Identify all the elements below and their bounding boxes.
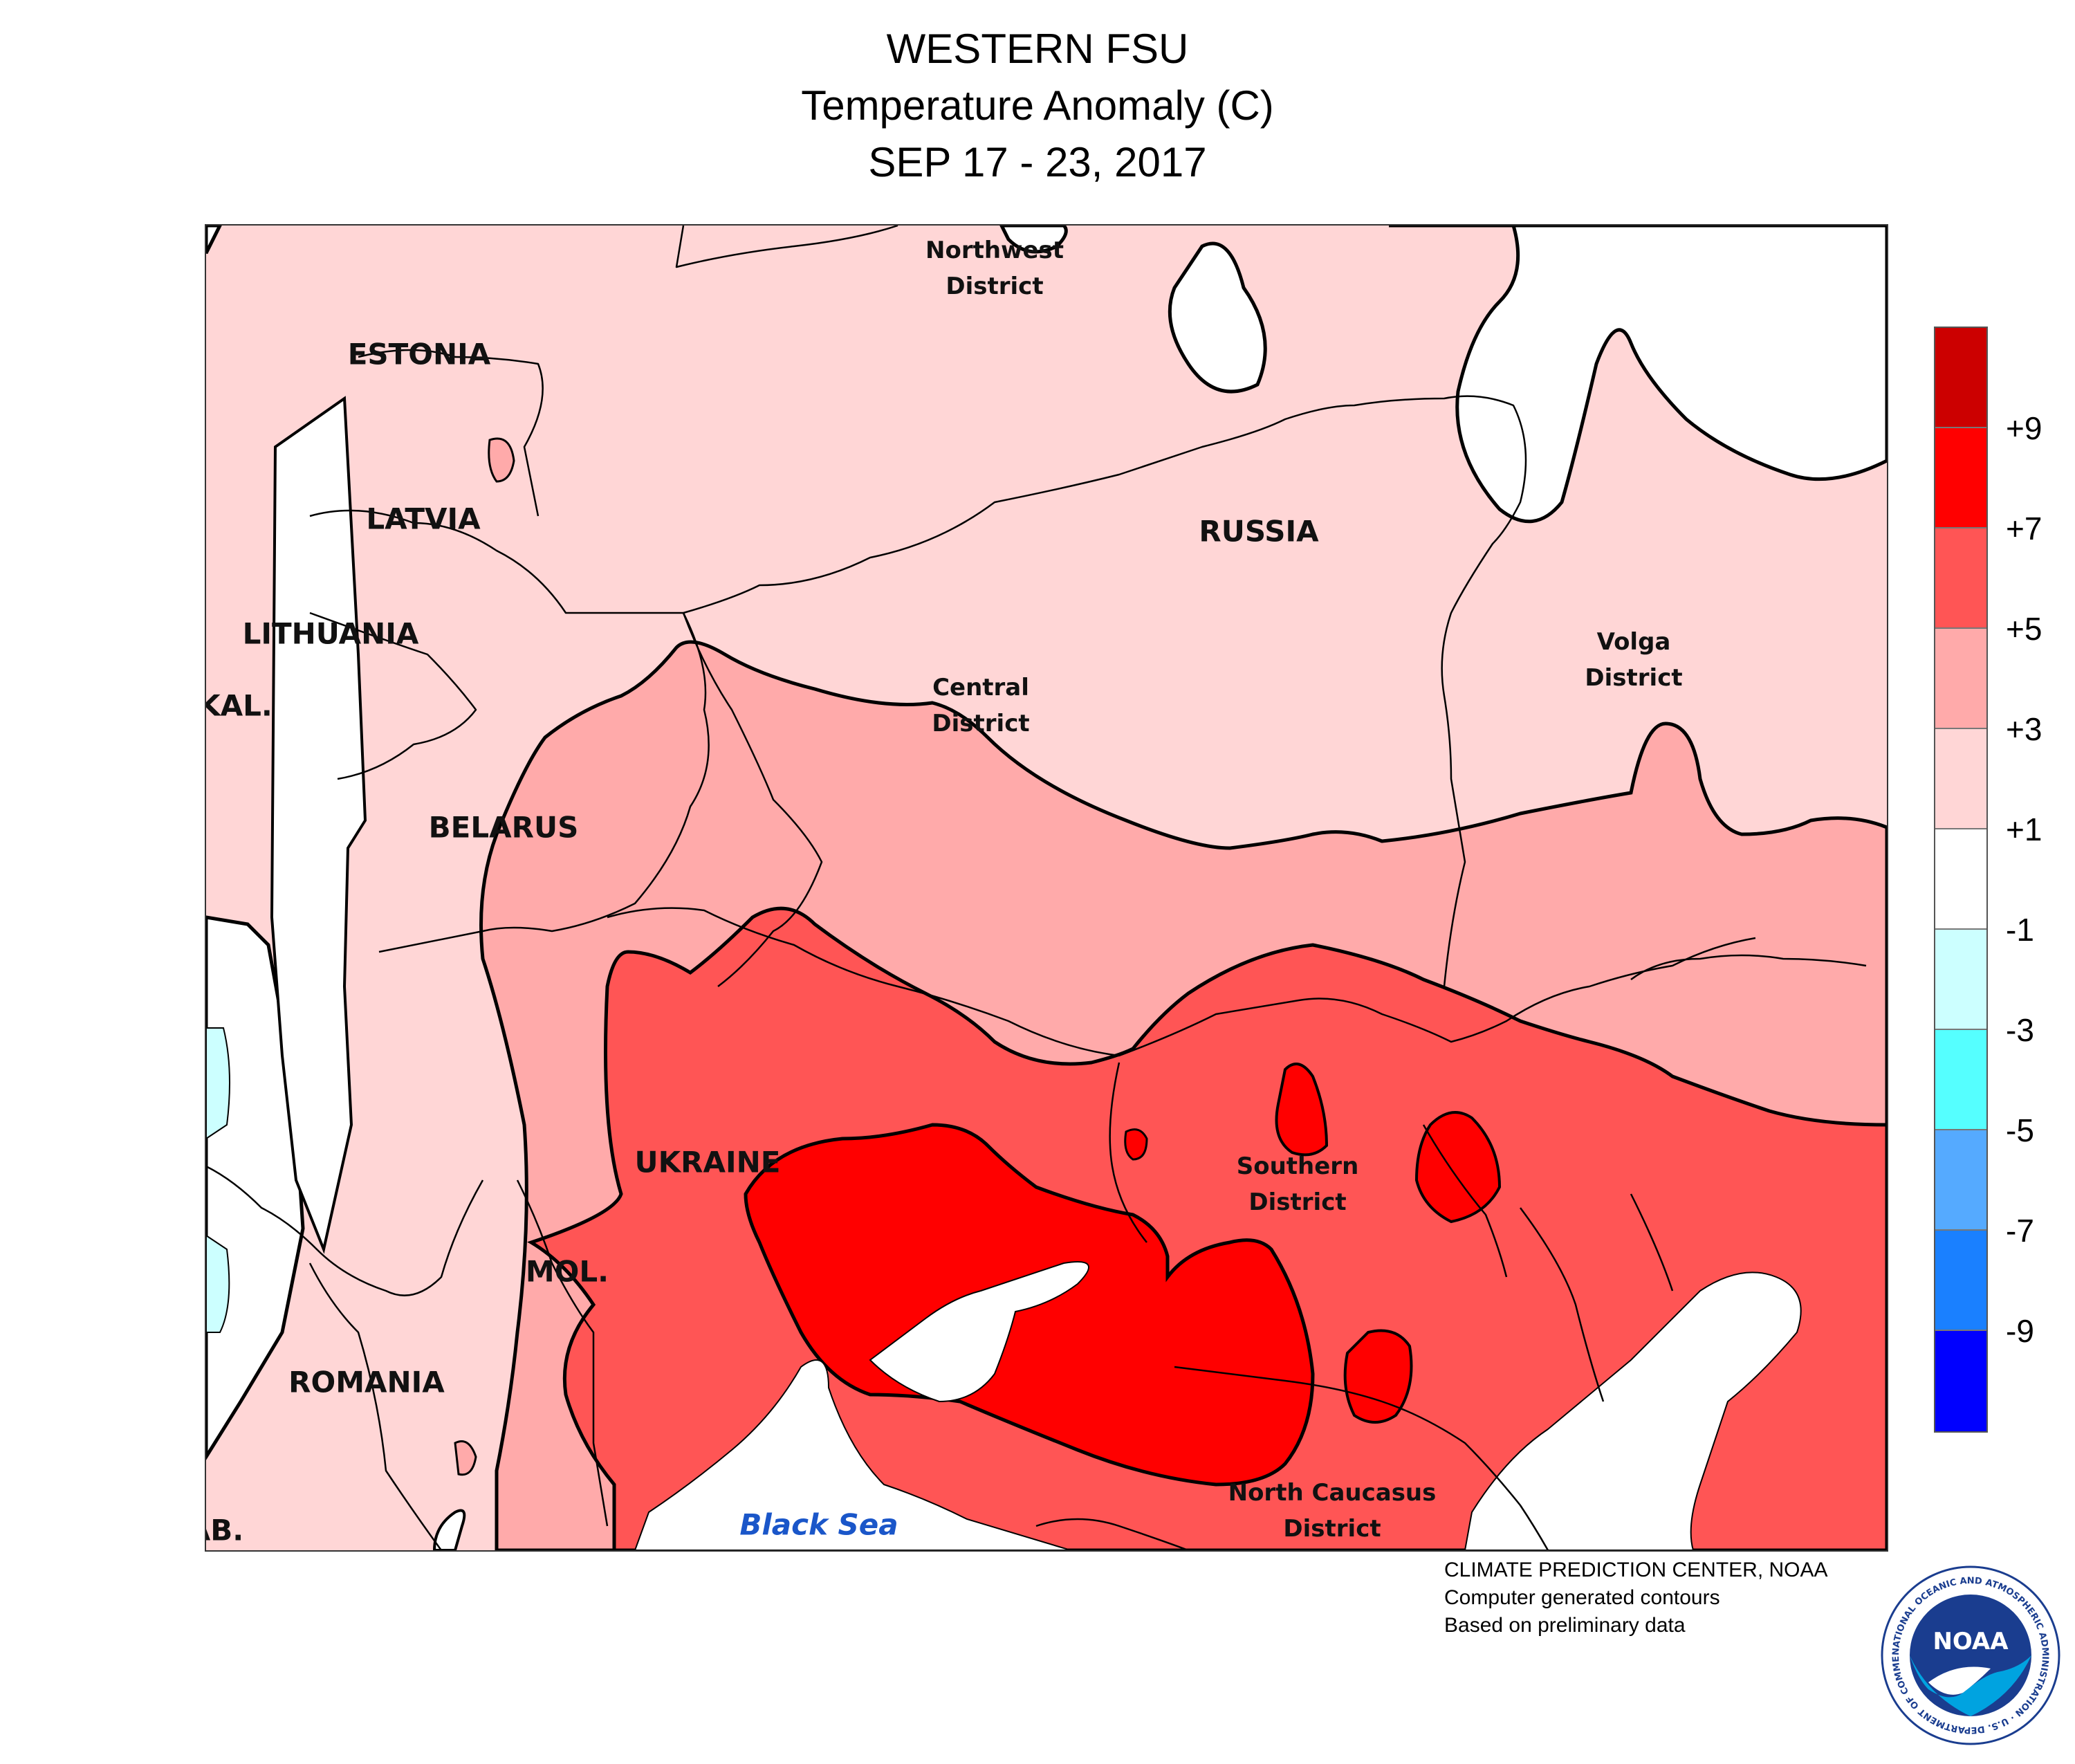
legend-tick-label: +5 — [2006, 611, 2042, 647]
legend-tick-label: -3 — [2006, 1012, 2034, 1048]
credit-contours: Computer generated contours — [1444, 1586, 1720, 1609]
legend-tick-label: -1 — [2006, 912, 2034, 948]
title-variable: Temperature Anomaly (C) — [801, 82, 1274, 129]
color-legend — [1934, 327, 1988, 1433]
label-russia: RUSSIA — [1199, 514, 1319, 549]
title-date-range: SEP 17 - 23, 2017 — [868, 139, 1207, 185]
label-abkhazia: AB. — [206, 1513, 244, 1547]
contour-fill-neutral-baltic — [270, 396, 367, 1254]
label-moldova: MOL. — [525, 1254, 609, 1289]
contour-fill-3-5-latvia — [488, 437, 515, 483]
contour-fill-neutral-north-2 — [1168, 241, 1267, 394]
legend-swatch — [1935, 328, 1986, 428]
label-estonia: ESTONIA — [347, 337, 491, 371]
legend-swatch — [1935, 1231, 1986, 1331]
legend-tick-label: +9 — [2006, 410, 2042, 446]
legend-swatch — [1935, 829, 1986, 930]
credits: CLIMATE PREDICTION CENTER, NOAA Computer… — [1444, 1556, 1828, 1639]
legend-swatch — [1935, 729, 1986, 829]
anomaly-map-svg — [206, 226, 1887, 1550]
label-kaliningrad: KAL. — [205, 688, 273, 723]
contour-fill-neutral-north-1 — [999, 226, 1068, 254]
legend-tick-label: -5 — [2006, 1112, 2034, 1148]
legend-swatch — [1935, 930, 1986, 1030]
legend-tick-label: +7 — [2006, 511, 2042, 546]
label-belarus: BELARUS — [428, 810, 579, 845]
noaa-logo-text: NOAA — [1933, 1628, 2009, 1655]
legend-swatch — [1935, 1030, 1986, 1130]
label-northwest-district: Northwest District — [925, 237, 1064, 300]
legend-tick-label: +1 — [2006, 811, 2042, 847]
legend-swatch — [1935, 629, 1986, 729]
label-volga-district: Volga District — [1585, 628, 1683, 692]
label-black-sea: Black Sea — [739, 1507, 898, 1542]
contour-fill-cool-1 — [206, 1027, 230, 1140]
label-romania: ROMANIA — [288, 1365, 445, 1399]
label-lithuania: LITHUANIA — [242, 616, 419, 651]
credit-source: CLIMATE PREDICTION CENTER, NOAA — [1444, 1559, 1828, 1581]
label-north-caucasus-district: North Caucasus District — [1228, 1479, 1437, 1543]
noaa-logo: NATIONAL OCEANIC AND ATMOSPHERIC ADMINIS… — [1880, 1565, 2060, 1745]
legend-swatch — [1935, 529, 1986, 629]
title-region: WESTERN FSU — [886, 26, 1189, 72]
label-central-district: Central District — [932, 674, 1030, 737]
label-latvia: LATVIA — [366, 502, 481, 536]
legend-swatch — [1935, 1331, 1986, 1431]
legend-swatch — [1935, 1130, 1986, 1231]
label-southern-district: Southern District — [1236, 1152, 1359, 1216]
anomaly-map: ESTONIA LATVIA LITHUANIA KAL. BELARUS UK… — [205, 224, 1888, 1552]
legend-tick-label: +3 — [2006, 711, 2042, 747]
contour-fill-7-9-spot-1 — [1275, 1063, 1329, 1157]
contour-fill-7-9-spot-4 — [1124, 1128, 1148, 1161]
label-ukraine: UKRAINE — [634, 1145, 781, 1179]
country-borders — [206, 226, 1867, 1550]
legend-tick-label: -7 — [2006, 1213, 2034, 1249]
legend-swatch — [1935, 428, 1986, 529]
black-sea — [634, 1359, 1071, 1550]
contour-fill-3-5-romania — [454, 1440, 477, 1476]
contour-fill-cool-2 — [206, 1234, 230, 1333]
contour-fill-neutral-northeast — [1389, 226, 1887, 524]
map-title: WESTERN FSU Temperature Anomaly (C) SEP … — [0, 21, 2075, 191]
legend-tick-label: -9 — [2006, 1313, 2034, 1349]
sea-of-azov — [869, 1261, 1089, 1403]
caspian-sea — [1464, 1271, 1802, 1550]
credit-data: Based on preliminary data — [1444, 1614, 1686, 1637]
